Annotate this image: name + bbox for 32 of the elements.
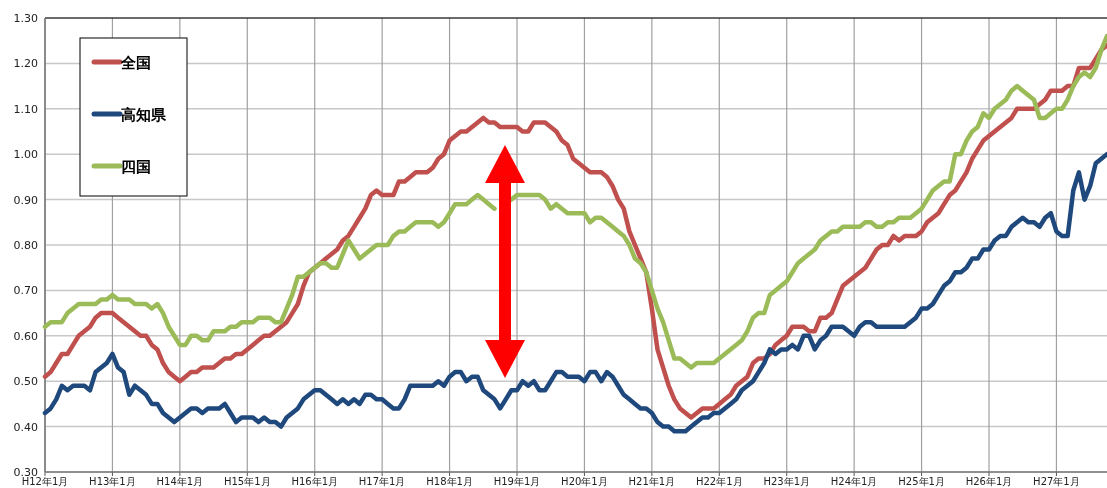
legend-label: 全国 [120,54,151,72]
x-tick-label: H24年1月 [830,476,878,487]
y-tick-label: 0.80 [13,239,38,252]
x-tick-label: H19年1月 [493,476,541,487]
y-tick-label: 1.10 [13,102,38,116]
x-tick-label: H25年1月 [898,476,945,487]
x-tick-label: H18年1月 [426,476,473,487]
legend-label: 四国 [121,158,151,176]
x-tick-label: H22年1月 [695,476,743,487]
y-tick-label: 0.70 [13,284,38,298]
y-tick-label: 0.50 [13,375,38,389]
x-tick-label: H21年1月 [628,476,676,487]
y-tick-label: 0.40 [13,420,38,434]
x-tick-label: H20年1月 [561,476,608,487]
y-tick-label: 1.00 [13,148,38,162]
line-series [42,42,1107,420]
x-tick-label: H12年1月 [21,476,69,487]
x-tick-label: H27年1月 [1033,476,1080,487]
line-series [42,151,1107,434]
x-tick-label: H15年1月 [223,476,271,487]
x-tick-label: H14年1月 [156,476,204,487]
y-tick-label: 1.30 [13,12,38,25]
x-tick-label: H26年1月 [965,476,1013,487]
x-tick-label: H17年1月 [358,476,406,487]
y-tick-label: 0.90 [13,193,38,207]
x-tick-label: H16年1月 [291,476,339,487]
y-tick-label: 0.30 [13,466,38,479]
x-tick-label: H13年1月 [89,476,136,487]
y-tick-label: 0.60 [13,329,38,343]
legend-label: 高知県 [121,106,167,124]
y-tick-label: 1.20 [13,57,38,71]
x-tick-label: H23年1月 [763,476,811,487]
